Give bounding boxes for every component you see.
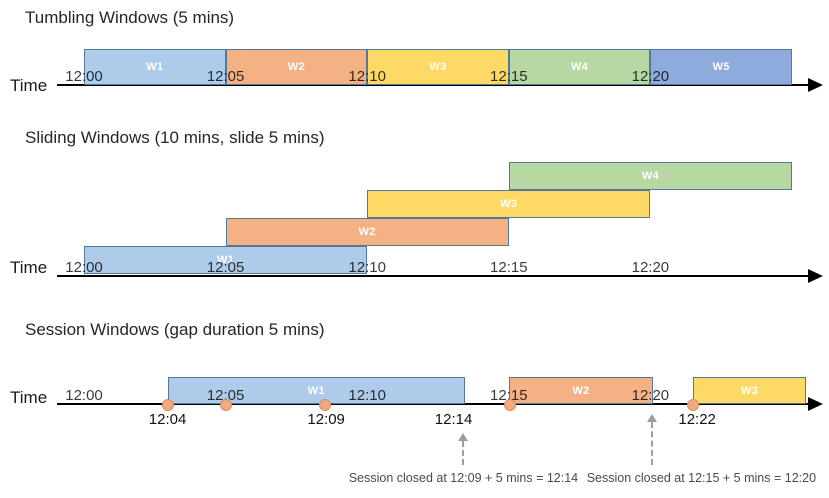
- event-dot: [686, 399, 699, 411]
- dashed-arrow-line: [650, 422, 653, 465]
- time-axis-line: [57, 403, 810, 405]
- window-bar-session-w2: W2: [508, 377, 654, 404]
- section-title-session: Session Windows (gap duration 5 mins): [25, 320, 325, 339]
- event-time-label: 12:04: [148, 411, 187, 428]
- window-bar-tumbling-w4: W4: [508, 49, 651, 85]
- axis-tick-label: 12:10: [348, 387, 386, 404]
- axis-tick-label: 12:20: [631, 387, 670, 404]
- window-bar-label: W1: [307, 384, 325, 397]
- dashed-up-arrowhead-icon: [458, 433, 469, 441]
- time-axis-arrowhead-icon: [808, 397, 823, 411]
- dashed-arrow-line: [462, 441, 465, 465]
- window-bar-tumbling-w2: W2: [225, 49, 368, 85]
- axis-tick-label: 12:00: [65, 259, 103, 276]
- axis-tick-label: 12:15: [490, 68, 528, 85]
- axis-tick-label: 12:15: [490, 387, 528, 404]
- event-time-label: 12:09: [307, 411, 345, 428]
- axis-tick-label: 12:20: [631, 259, 670, 276]
- time-axis-arrowhead-icon: [808, 269, 823, 283]
- window-bar-label: W3: [740, 384, 759, 397]
- event-dot: [318, 399, 331, 411]
- section-title-tumbling: Tumbling Windows (5 mins): [25, 8, 235, 27]
- window-bar-label: W4: [641, 170, 659, 182]
- window-bar-label: W3: [500, 198, 518, 210]
- axis-tick-label: 12:00: [65, 68, 103, 85]
- time-axis-label: Time: [10, 76, 48, 95]
- window-bar-label: W2: [287, 61, 305, 73]
- axis-tick-label: 12:05: [206, 68, 245, 85]
- time-axis-label: Time: [10, 258, 48, 277]
- window-bar-label: W2: [358, 226, 376, 238]
- axis-tick-label: 12:20: [631, 68, 670, 85]
- event-time-label: 12:14: [434, 411, 473, 428]
- event-dot: [161, 399, 174, 411]
- event-time-label: 12:22: [678, 411, 716, 428]
- session-closed-annotation: Session closed at 12:09 + 5 mins = 12:14: [348, 471, 579, 485]
- axis-tick-label: 12:15: [490, 259, 528, 276]
- axis-tick-label: 12:05: [206, 259, 245, 276]
- time-axis-line: [57, 84, 810, 86]
- window-bar-sliding-w1: W1: [84, 246, 368, 274]
- window-bar-label: W3: [429, 61, 447, 73]
- window-bar-sliding-w3: W3: [367, 190, 651, 218]
- window-bar-label: W2: [572, 384, 590, 397]
- window-bar-label: W1: [217, 254, 235, 266]
- axis-tick-label: 12:05: [206, 387, 245, 404]
- window-bar-tumbling-w1: W1: [84, 49, 226, 85]
- window-bar-tumbling-w3: W3: [367, 49, 509, 85]
- window-bar-session-w1: W1: [167, 377, 465, 404]
- window-bar-sliding-w2: W2: [225, 218, 509, 246]
- window-bar-sliding-w4: W4: [508, 162, 792, 190]
- window-bar-label: W5: [712, 61, 730, 73]
- axis-tick-label: 12:10: [348, 259, 386, 276]
- axis-tick-label: 12:10: [348, 68, 386, 85]
- event-dot: [219, 399, 232, 411]
- axis-tick-label: 12:00: [65, 387, 103, 404]
- time-axis-label: Time: [10, 388, 48, 407]
- time-axis-line: [57, 275, 810, 277]
- window-bar-label: W4: [571, 61, 589, 73]
- window-bar-label: W1: [146, 61, 164, 73]
- event-dot: [504, 399, 517, 411]
- dashed-up-arrowhead-icon: [646, 414, 657, 422]
- window-bar-session-w3: W3: [692, 377, 807, 404]
- time-axis-arrowhead-icon: [808, 78, 823, 92]
- session-closed-annotation: Session closed at 12:15 + 5 mins = 12:20: [586, 471, 817, 485]
- window-bar-tumbling-w5: W5: [650, 49, 792, 85]
- section-title-sliding: Sliding Windows (10 mins, slide 5 mins): [25, 128, 325, 147]
